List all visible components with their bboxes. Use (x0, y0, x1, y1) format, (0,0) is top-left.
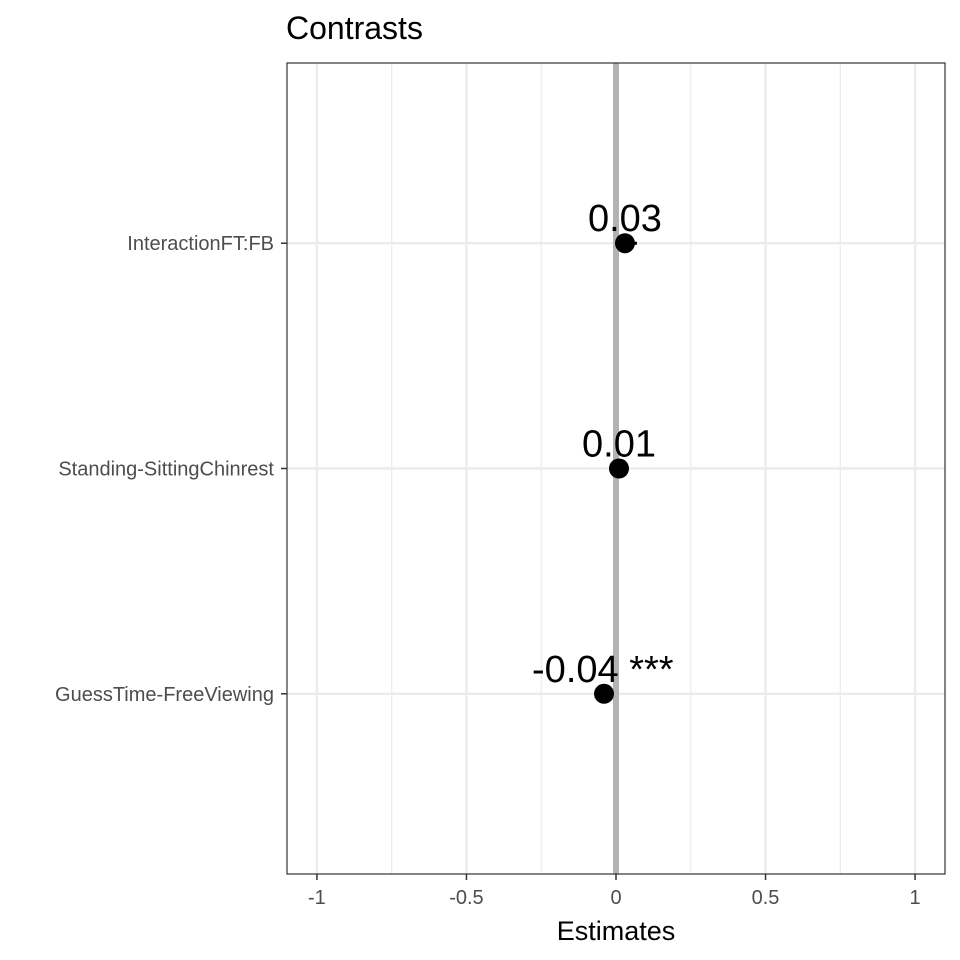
x-tick-label: 0.5 (752, 887, 780, 909)
data-point (594, 683, 615, 704)
x-tick-label: -0.5 (449, 887, 483, 909)
data-label: 0.01 (582, 424, 656, 466)
chart-title: Contrasts (286, 10, 423, 46)
data-label: 0.03 (588, 198, 662, 240)
x-tick-label: -1 (308, 887, 326, 909)
data-point (608, 458, 629, 479)
data-marks: 0.03 0.01 -0.04 *** (532, 198, 674, 704)
x-tick-label: 0 (610, 887, 621, 909)
y-tick-label: InteractionFT:FB (127, 233, 274, 255)
axis-ticks: InteractionFT:FB Standing-SittingChinrest… (55, 233, 921, 909)
x-axis-title: Estimates (557, 916, 676, 946)
data-label: -0.04 *** (532, 649, 674, 691)
y-tick-label: Standing-SittingChinrest (58, 459, 274, 481)
y-tick-label: GuessTime-FreeViewing (55, 684, 274, 706)
data-point (614, 233, 635, 254)
x-tick-label: 1 (910, 887, 921, 909)
